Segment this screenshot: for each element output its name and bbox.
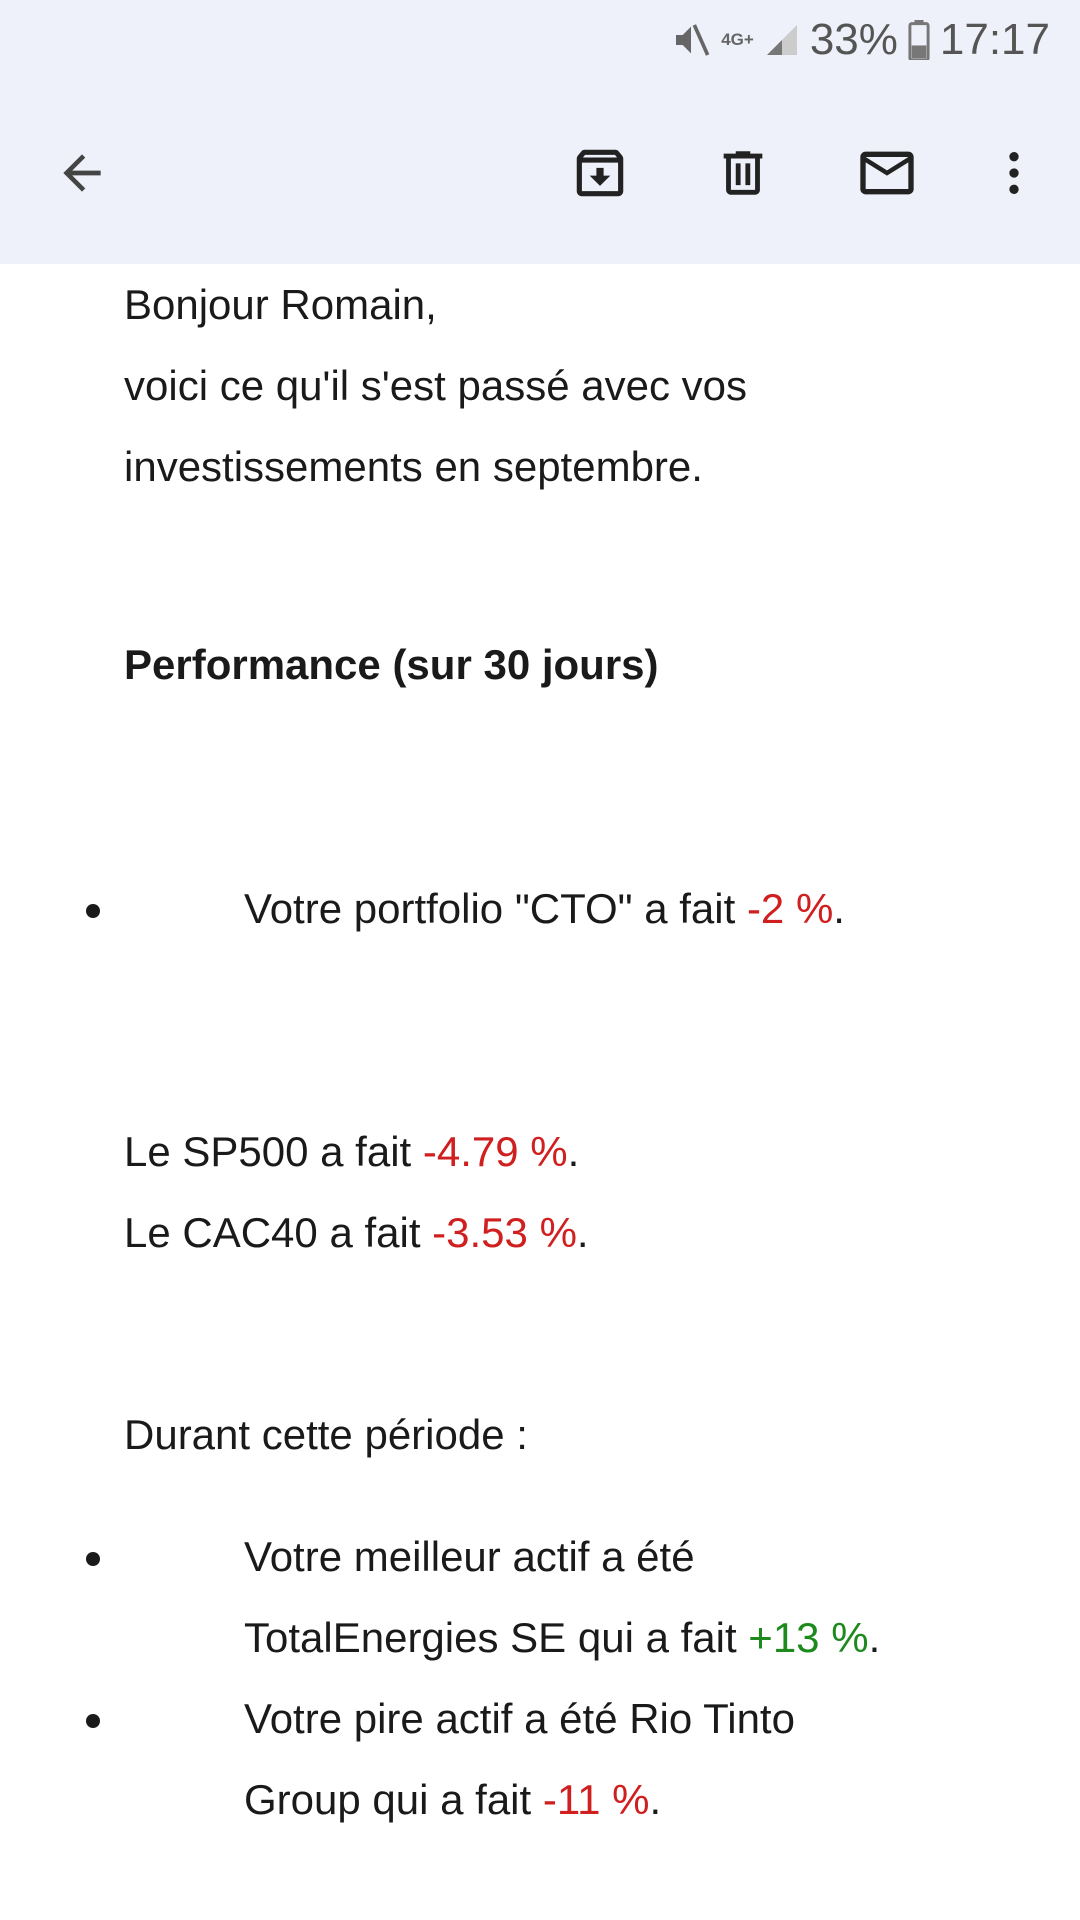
signal-icon <box>764 22 800 58</box>
back-button[interactable] <box>42 135 122 215</box>
list-item: Votre pire actif a été Rio Tinto Group q… <box>0 1678 1000 1840</box>
sp500-suffix: . <box>567 1128 580 1175</box>
list-item: Votre meilleur actif a été TotalEnergies… <box>0 1516 1000 1678</box>
clock: 17:17 <box>939 15 1050 64</box>
mark-unread-icon <box>855 141 919 210</box>
status-bar: 4G+ 33% 17:17 <box>0 0 1080 80</box>
archive-button[interactable] <box>560 135 640 215</box>
app-bar <box>0 110 1080 230</box>
more-vert-icon <box>986 145 1042 206</box>
worst-text: Group qui a fait <box>244 1776 543 1823</box>
best-value: +13 % <box>748 1614 869 1661</box>
list-item: Votre portfolio "CTO" a fait -2 %. <box>0 868 1000 949</box>
portfolio-text: Votre portfolio "CTO" a fait <box>244 885 747 932</box>
cac40-line: Le CAC40 a fait -3.53 %. <box>124 1192 589 1273</box>
period-heading: Durant cette période : <box>124 1411 528 1458</box>
best-text: TotalEnergies SE qui a fait <box>244 1614 749 1661</box>
battery-percent: 33% <box>809 15 898 64</box>
battery-icon <box>908 20 930 60</box>
sp500-line: Le SP500 a fait -4.79 %. <box>124 1111 579 1192</box>
intro-line-2: investissements en septembre. <box>124 443 703 490</box>
sp500-value: -4.79 % <box>422 1128 568 1175</box>
cac40-suffix: . <box>576 1209 589 1256</box>
more-options-button[interactable] <box>974 135 1054 215</box>
network-4g-icon: 4G+ <box>721 30 754 49</box>
cac40-text: Le CAC40 a fait <box>124 1209 433 1256</box>
worst-line-2: Group qui a fait -11 %. <box>244 1759 1000 1840</box>
back-arrow-icon <box>54 145 110 206</box>
portfolio-suffix: . <box>833 885 845 932</box>
cac40-value: -3.53 % <box>432 1209 577 1256</box>
mark-unread-button[interactable] <box>847 135 927 215</box>
delete-button[interactable] <box>703 135 783 215</box>
performance-heading: Performance (sur 30 jours) <box>124 641 659 688</box>
best-suffix: . <box>868 1614 881 1661</box>
network-label: 4G+ <box>721 30 754 49</box>
worst-suffix: . <box>649 1776 662 1823</box>
worst-line-1: Votre pire actif a été Rio Tinto <box>244 1695 795 1742</box>
best-line-1: Votre meilleur actif a été <box>244 1533 695 1580</box>
portfolio-value: -2 % <box>746 885 834 932</box>
delete-icon <box>714 144 772 207</box>
best-line-2: TotalEnergies SE qui a fait +13 %. <box>244 1597 1000 1678</box>
worst-value: -11 % <box>542 1776 650 1823</box>
archive-icon <box>569 142 631 209</box>
top-bar: 4G+ 33% 17:17 <box>0 0 1080 264</box>
intro-line-1: voici ce qu'il s'est passé avec vos <box>124 362 747 409</box>
greeting: Bonjour Romain, <box>124 281 437 328</box>
mute-icon <box>671 20 711 60</box>
sp500-text: Le SP500 a fait <box>124 1128 423 1175</box>
